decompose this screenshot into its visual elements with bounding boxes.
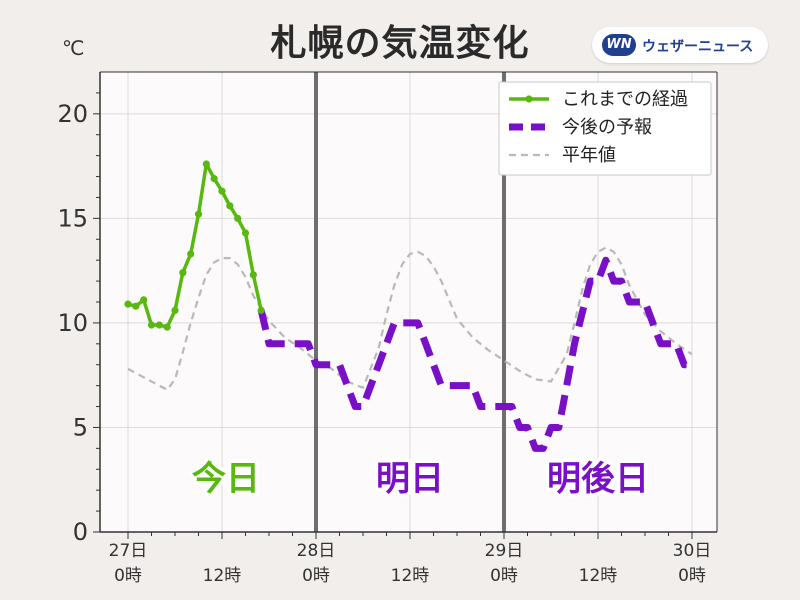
observed-point	[234, 214, 242, 222]
x-tick-hour-label: 0時	[114, 566, 142, 586]
day-labels: 今日 明日 明後日	[188, 456, 652, 503]
x-tick-day-label: 30日	[673, 541, 712, 561]
brand-badge: WN ウェザーニュース	[592, 27, 768, 63]
y-tick-label: 15	[57, 204, 88, 232]
observed-point	[187, 250, 195, 258]
observed-point	[124, 300, 132, 308]
day-label: 明日	[376, 459, 444, 499]
legend-marker-observed	[525, 95, 533, 103]
observed-point	[226, 202, 234, 210]
series-line-normal	[127, 246, 693, 391]
x-tick-hour-label: 12時	[203, 566, 242, 586]
series-layer	[124, 160, 693, 452]
x-tick-hour-label: 0時	[490, 566, 518, 586]
observed-point	[249, 271, 257, 279]
observed-point	[140, 296, 148, 304]
observed-point	[132, 302, 140, 310]
y-axis-unit: ℃	[62, 36, 85, 60]
observed-point	[155, 321, 163, 329]
chart-title: 札幌の気温変化	[270, 23, 530, 64]
observed-point	[241, 229, 250, 237]
y-tick-label: 0	[73, 518, 88, 546]
observed-point	[147, 321, 156, 329]
legend-label-normal: 平年値	[562, 145, 616, 166]
day-label: 明後日	[547, 459, 649, 499]
observed-point	[202, 160, 210, 168]
y-tick-label: 20	[57, 100, 88, 128]
observed-point	[218, 187, 226, 195]
axes: 0 5 10 15 20 27日 0時 12時 28日 0時 12時 29日 0時 12時 30日 0時	[57, 71, 718, 586]
legend-box	[498, 81, 712, 176]
observed-point	[179, 269, 187, 277]
observed-point	[257, 306, 265, 314]
weathernews-logo-icon: WN	[602, 34, 636, 56]
brand-name: ウェザーニュース	[642, 39, 754, 55]
day-label: 今日	[192, 459, 260, 499]
x-tick-hour-label: 0時	[678, 566, 706, 586]
legend-label-observed: これまでの経過	[562, 89, 688, 110]
x-tick-day-label: 29日	[485, 541, 524, 561]
y-tick-label: 10	[57, 309, 88, 337]
x-tick-hour-label: 12時	[391, 566, 430, 586]
y-tick-label: 5	[73, 413, 88, 441]
x-tick-day-label: 27日	[109, 541, 148, 561]
observed-point	[194, 210, 203, 218]
observed-point	[210, 175, 218, 183]
observed-point	[171, 306, 179, 314]
observed-point	[163, 323, 171, 331]
legend-label-forecast: 今後の予報	[562, 117, 652, 138]
x-tick-hour-label: 0時	[302, 566, 330, 586]
x-tick-day-label: 28日	[297, 541, 336, 561]
x-tick-hour-label: 12時	[579, 566, 618, 586]
series-line-forecast	[257, 256, 692, 452]
